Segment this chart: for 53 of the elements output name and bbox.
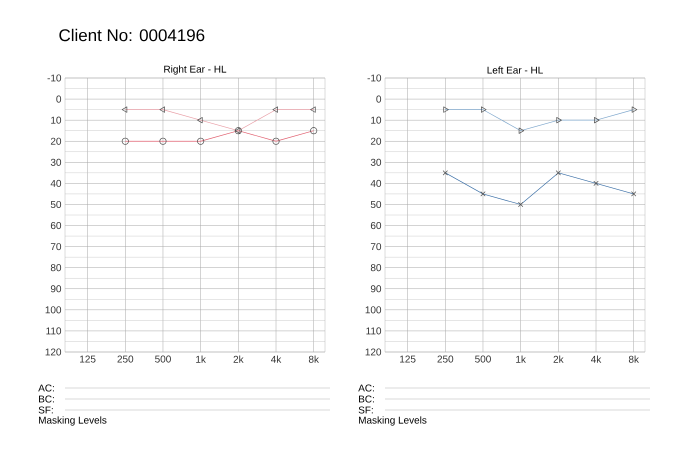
text: AC: (38, 384, 54, 392)
y-tick-label: 20 (370, 138, 382, 145)
x-tick-label: 2k (234, 356, 244, 363)
y-tick-label: 70 (50, 243, 62, 250)
y-tick-label: 30 (370, 158, 382, 166)
chart-title: Client No: 0004196 (59, 28, 204, 42)
text: BC: (39, 395, 54, 403)
text: Masking Levels (39, 416, 106, 426)
y-tick-label: 0 (376, 96, 382, 103)
x-tick-label: 500 (155, 356, 171, 363)
y-tick-label: 0 (56, 96, 62, 103)
y-tick-label: 90 (370, 285, 382, 292)
y-tick-label: 40 (370, 180, 382, 187)
y-tick-label: 20 (50, 138, 62, 145)
text: AC: (358, 384, 374, 392)
chart-subtitle: Left Ear - HL (488, 66, 543, 74)
text: SF: (358, 406, 373, 414)
x-tick-label: 8k (308, 356, 319, 363)
y-tick-label: 30 (50, 158, 62, 166)
y-tick-label: 80 (370, 264, 382, 272)
x-tick-label: 125 (80, 356, 96, 363)
y-tick-label: 10 (371, 116, 382, 124)
y-tick-label: 10 (51, 116, 62, 124)
y-tick-label: -10 (48, 74, 62, 82)
y-tick-label: 60 (50, 222, 62, 230)
y-tick-label: -10 (368, 74, 382, 82)
y-tick-label: 60 (370, 222, 382, 230)
y-tick-label: 120 (46, 348, 62, 356)
chart-subtitle: Right Ear - HL (164, 65, 226, 75)
y-tick-label: 80 (50, 264, 62, 272)
x-tick-label: 500 (475, 356, 491, 363)
y-tick-label: 110 (46, 327, 62, 334)
y-tick-label: 100 (366, 306, 382, 314)
x-tick-label: 4k (270, 356, 282, 363)
x-tick-label: 1k (516, 356, 526, 363)
x-tick-label: 125 (400, 356, 416, 363)
y-tick-label: 40 (50, 180, 62, 187)
text: BC: (359, 395, 374, 403)
x-tick-label: 2k (554, 356, 564, 363)
y-tick-label: 50 (370, 200, 382, 208)
y-tick-label: 50 (50, 200, 62, 208)
y-tick-label: 90 (50, 285, 62, 292)
y-tick-label: 70 (370, 243, 382, 250)
y-tick-label: 120 (366, 348, 382, 356)
x-tick-label: 250 (437, 356, 454, 363)
y-tick-label: 110 (366, 327, 382, 334)
x-tick-label: 8k (628, 356, 639, 363)
x-tick-label: 4k (590, 356, 602, 363)
x-tick-label: 250 (117, 356, 134, 363)
x-tick-label: 1k (196, 356, 206, 363)
text: SF: (38, 406, 53, 414)
text: Masking Levels (359, 416, 426, 426)
y-tick-label: 100 (46, 306, 62, 314)
